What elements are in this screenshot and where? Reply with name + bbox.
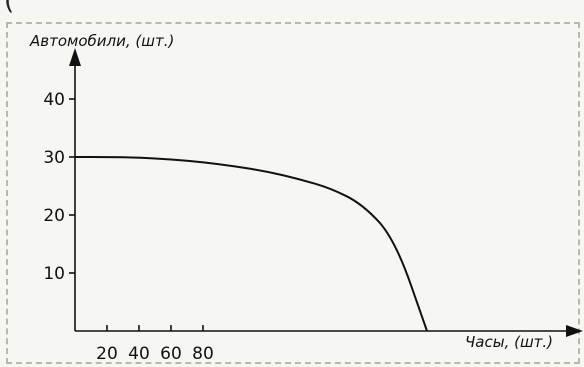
y-axis-arrow	[69, 48, 81, 66]
x-tick-label: 80	[192, 344, 214, 364]
y-axis-title: Автомобили, (шт.)	[29, 32, 174, 50]
x-tick-label: 40	[128, 344, 150, 364]
axes	[69, 48, 583, 337]
x-axis-title: Часы, (шт.)	[465, 333, 553, 351]
series-group	[75, 156, 428, 332]
series-line	[75, 156, 428, 332]
x-tick-label: 20	[96, 344, 118, 364]
y-tick-label: 40	[43, 90, 65, 110]
y-tick-label: 30	[43, 148, 65, 168]
y-tick-label: 10	[43, 264, 65, 284]
y-tick-label: 20	[43, 206, 65, 226]
chart-frame	[6, 22, 580, 364]
header-fragment: (	[4, 0, 15, 16]
x-tick-label: 60	[160, 344, 182, 364]
x-axis-arrow	[566, 325, 583, 337]
ticks: 10 20 30 40 20 40 60 80	[43, 90, 213, 364]
